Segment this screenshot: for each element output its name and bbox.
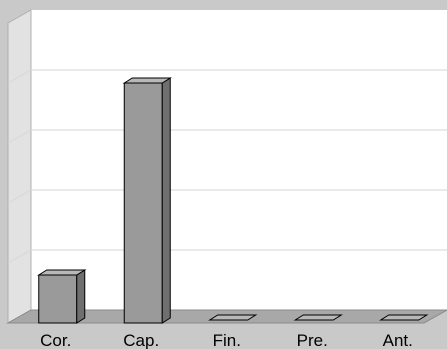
gridline-side <box>7 129 32 144</box>
tick-label: Cor. <box>40 331 71 349</box>
plot-left-wall <box>7 9 32 324</box>
bar-side <box>161 77 171 324</box>
tick-label: Fin. <box>213 331 241 349</box>
bar-top <box>293 314 343 321</box>
tick-label: Cap. <box>123 331 159 349</box>
bar-cor <box>37 269 87 324</box>
gridlines <box>7 69 447 264</box>
plot-back-wall <box>31 10 447 310</box>
bar-top <box>37 269 87 276</box>
bar-front <box>123 82 163 324</box>
bar-ant <box>379 314 429 321</box>
category-labels: Cor. Cap. Fin. Pre. Ant. <box>40 331 413 349</box>
bar-side <box>76 269 86 324</box>
tick-label: Pre. <box>297 331 328 349</box>
bar-pre <box>293 314 343 321</box>
tick-label: Ant. <box>383 331 413 349</box>
bars <box>37 77 429 324</box>
gridline-side <box>7 249 32 264</box>
bar-fin <box>208 314 258 321</box>
gridline-side <box>7 189 32 204</box>
bar-top <box>122 77 172 84</box>
bar-top <box>379 314 429 321</box>
plot-walls <box>6 9 447 324</box>
bar-front <box>38 274 78 324</box>
bar-cap <box>122 77 172 324</box>
gridline-side <box>7 69 32 84</box>
bar-top <box>208 314 258 321</box>
